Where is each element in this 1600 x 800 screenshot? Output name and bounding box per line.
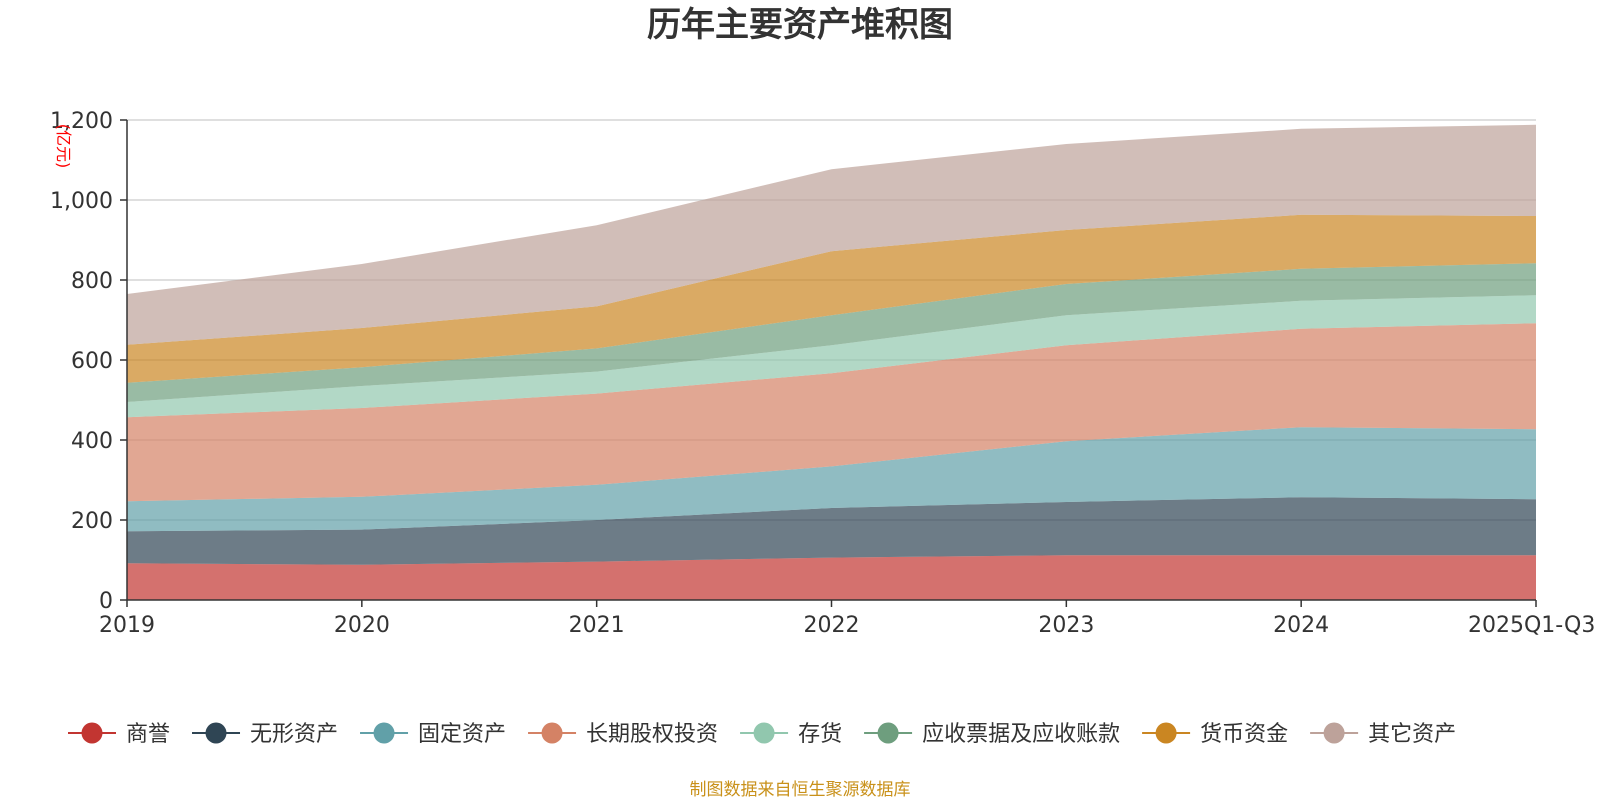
- data-source-note: 制图数据来自恒生聚源数据库: [690, 780, 911, 800]
- legend-marker: [753, 722, 775, 744]
- legend-marker: [1155, 722, 1177, 744]
- legend-label: 固定资产: [418, 722, 506, 747]
- area-series-3[interactable]: [127, 323, 1536, 502]
- legend-label: 货币资金: [1200, 722, 1288, 747]
- legend-item-0[interactable]: 商誉: [68, 722, 170, 747]
- area-series-5[interactable]: [127, 263, 1536, 402]
- area-series-group: [127, 124, 1536, 600]
- x-tick-label: 2021: [569, 613, 625, 638]
- legend: 商誉 无形资产 固定资产 长期股权投资 存货 应收票据及应收账款 货币资金 其它资产: [68, 722, 1456, 747]
- area-series-2[interactable]: [127, 427, 1536, 532]
- chart-title: 历年主要资产堆积图: [647, 5, 953, 45]
- x-tick-label: 2025Q1-Q3: [1468, 613, 1595, 638]
- legend-marker: [373, 722, 395, 744]
- legend-label: 存货: [798, 722, 842, 747]
- legend-marker: [205, 722, 227, 744]
- area-series-7[interactable]: [127, 124, 1536, 345]
- x-ticks: 2019 2020 2021 2022 2023 2024 2025Q1-Q3: [99, 600, 1595, 638]
- legend-item-4[interactable]: 存货: [740, 722, 842, 747]
- legend-label: 其它资产: [1368, 722, 1456, 747]
- legend-item-1[interactable]: 无形资产: [192, 722, 338, 747]
- legend-marker: [541, 722, 563, 744]
- y-tick-label: 800: [71, 269, 113, 294]
- legend-marker: [1323, 722, 1345, 744]
- legend-label: 无形资产: [250, 722, 338, 747]
- legend-item-5[interactable]: 应收票据及应收账款: [864, 722, 1120, 747]
- y-tick-label: 0: [99, 589, 113, 614]
- y-tick-label: 600: [71, 349, 113, 374]
- y-tick-label: 400: [71, 429, 113, 454]
- y-tick-label: 1,000: [50, 189, 113, 214]
- x-tick-label: 2023: [1038, 613, 1094, 638]
- x-tick-label: 2019: [99, 613, 155, 638]
- legend-label: 应收票据及应收账款: [922, 722, 1120, 747]
- y-tick-label: 200: [71, 509, 113, 534]
- x-tick-label: 2024: [1273, 613, 1329, 638]
- legend-label: 商誉: [126, 722, 170, 747]
- area-series-1[interactable]: [127, 497, 1536, 565]
- legend-item-2[interactable]: 固定资产: [360, 722, 506, 747]
- area-series-6[interactable]: [127, 214, 1536, 383]
- area-series-4[interactable]: [127, 295, 1536, 418]
- legend-marker: [81, 722, 103, 744]
- legend-label: 长期股权投资: [586, 722, 718, 747]
- x-tick-label: 2020: [334, 613, 390, 638]
- y-tick-label: 1,200: [50, 109, 113, 134]
- x-tick-label: 2022: [804, 613, 860, 638]
- legend-item-6[interactable]: 货币资金: [1142, 722, 1288, 747]
- legend-item-7[interactable]: 其它资产: [1310, 722, 1456, 747]
- legend-item-3[interactable]: 长期股权投资: [528, 722, 718, 747]
- legend-marker: [877, 722, 899, 744]
- y-axis-unit-label: (亿元): [54, 124, 73, 169]
- y-ticks: 0 200 400 600 800 1,000 1,200: [50, 109, 127, 614]
- area-series-0[interactable]: [127, 555, 1536, 600]
